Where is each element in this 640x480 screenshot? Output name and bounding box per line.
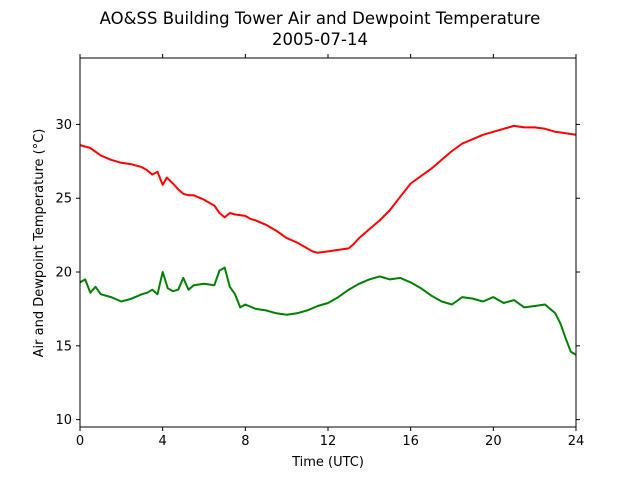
x-tick-label: 0	[76, 434, 84, 449]
y-tick-label: 25	[55, 192, 72, 207]
axes-frame	[79, 57, 577, 428]
series-line-1	[79, 266, 577, 356]
plot-area	[79, 124, 577, 356]
x-tick-label: 4	[159, 434, 167, 449]
y-tick-label: 15	[55, 339, 72, 354]
y-axis-label: Air and Dewpoint Temperature (°C)	[32, 129, 47, 358]
x-tick-label: 24	[568, 434, 585, 449]
series-line-0	[79, 124, 577, 254]
x-tick-label: 8	[241, 434, 249, 449]
x-tick-label: 16	[402, 434, 419, 449]
chart-subtitle: 2005-07-14	[272, 30, 368, 49]
y-tick-label: 30	[55, 118, 72, 133]
x-axis-label: Time (UTC)	[291, 455, 364, 470]
y-tick-label: 20	[55, 266, 72, 281]
x-tick-label: 20	[485, 434, 502, 449]
x-tick-label: 12	[320, 434, 337, 449]
x-axis: 0 4 8 12 16 20 24	[76, 54, 584, 449]
y-axis: 10 15 20 25 30	[55, 118, 580, 428]
y-tick-label: 10	[55, 413, 72, 428]
chart-title: AO&SS Building Tower Air and Dewpoint Te…	[100, 9, 541, 28]
